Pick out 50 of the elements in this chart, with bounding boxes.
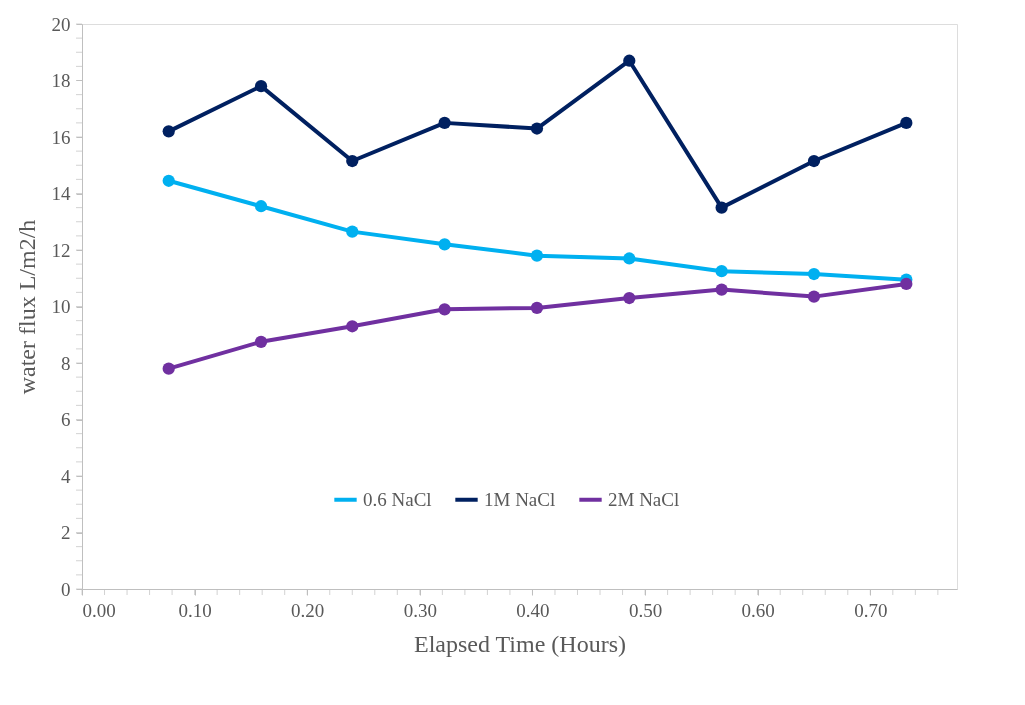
point bbox=[254, 200, 268, 213]
point bbox=[530, 301, 544, 315]
point bbox=[438, 238, 451, 251]
x-axis-title: Elapsed Time (Hours) bbox=[414, 630, 626, 657]
point bbox=[623, 291, 636, 305]
point bbox=[162, 362, 175, 375]
y-tick-label: 12 bbox=[51, 239, 71, 261]
point bbox=[623, 54, 636, 67]
point bbox=[807, 290, 821, 303]
legend-label: 2M NaCl bbox=[608, 488, 680, 510]
x-tick-label: 0.20 bbox=[291, 599, 325, 621]
point bbox=[715, 201, 728, 214]
legend-label: 0.6 NaCl bbox=[363, 488, 432, 510]
y-tick-label: 16 bbox=[51, 126, 71, 148]
y-tick-label: 8 bbox=[61, 352, 71, 374]
y-tick-label: 18 bbox=[51, 70, 71, 91]
y-tick-label: 4 bbox=[61, 465, 71, 487]
point bbox=[530, 249, 544, 262]
point bbox=[900, 116, 913, 129]
point bbox=[438, 303, 451, 316]
point bbox=[438, 116, 451, 129]
x-tick-label: 0.40 bbox=[516, 599, 550, 621]
point bbox=[715, 283, 728, 296]
y-tick-label: 20 bbox=[51, 13, 71, 35]
point bbox=[346, 154, 359, 168]
point bbox=[346, 225, 359, 238]
point bbox=[162, 125, 175, 138]
point bbox=[162, 174, 175, 187]
point bbox=[807, 267, 821, 281]
point bbox=[530, 122, 544, 135]
y-tick-label: 10 bbox=[51, 296, 71, 317]
point bbox=[346, 320, 359, 333]
point bbox=[254, 335, 268, 348]
y-tick-label: 2 bbox=[61, 522, 71, 543]
x-tick-label: 0.30 bbox=[403, 599, 437, 621]
x-tick-label: 0.60 bbox=[741, 599, 775, 621]
point bbox=[900, 277, 913, 291]
y-tick-label: 6 bbox=[61, 409, 71, 430]
y-tick-label: 14 bbox=[51, 183, 71, 204]
y-axis-title: water flux L/m2/h bbox=[13, 219, 40, 395]
y-tick-label: 0 bbox=[61, 578, 71, 600]
x-tick-label: 0.50 bbox=[628, 599, 663, 621]
point bbox=[807, 154, 821, 168]
x-tick-label: 0.00 bbox=[82, 599, 116, 621]
point bbox=[623, 252, 636, 265]
x-tick-label: 0.10 bbox=[178, 599, 212, 621]
point bbox=[715, 265, 728, 278]
x-tick-label: 0.70 bbox=[854, 599, 888, 621]
legend-label: 1M NaCl bbox=[484, 488, 556, 510]
point bbox=[254, 80, 268, 93]
